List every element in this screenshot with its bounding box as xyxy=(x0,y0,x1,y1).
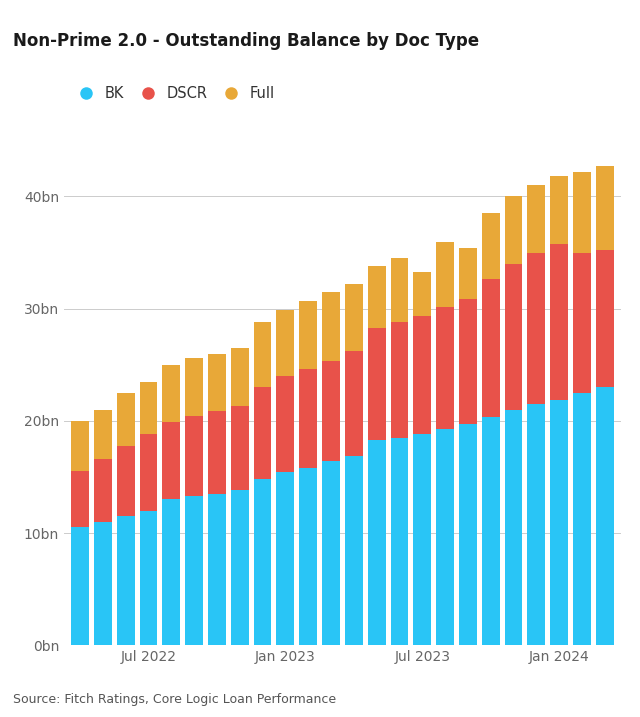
Bar xyxy=(596,387,614,645)
Bar xyxy=(208,494,226,645)
Bar xyxy=(550,399,568,645)
Bar xyxy=(71,471,89,528)
Bar xyxy=(71,421,89,471)
Bar xyxy=(276,376,294,473)
Text: Non-Prime 2.0 - Outstanding Balance by Doc Type: Non-Prime 2.0 - Outstanding Balance by D… xyxy=(13,32,479,50)
Bar xyxy=(253,322,271,387)
Bar xyxy=(231,490,248,645)
Text: Source: Fitch Ratings, Core Logic Loan Performance: Source: Fitch Ratings, Core Logic Loan P… xyxy=(13,693,336,706)
Bar xyxy=(527,404,545,645)
Bar xyxy=(482,417,500,645)
Bar xyxy=(505,264,522,409)
Bar xyxy=(94,522,112,645)
Bar xyxy=(573,171,591,252)
Bar xyxy=(185,496,203,645)
Bar xyxy=(436,429,454,645)
Bar xyxy=(345,284,363,351)
Bar xyxy=(253,479,271,645)
Bar xyxy=(140,435,157,511)
Bar xyxy=(163,365,180,422)
Bar xyxy=(345,455,363,645)
Bar xyxy=(94,409,112,459)
Bar xyxy=(459,298,477,424)
Bar xyxy=(482,213,500,280)
Bar xyxy=(231,407,248,490)
Bar xyxy=(596,250,614,387)
Bar xyxy=(436,242,454,308)
Bar xyxy=(185,358,203,417)
Bar xyxy=(573,252,591,393)
Bar xyxy=(231,348,248,407)
Bar xyxy=(276,473,294,645)
Bar xyxy=(116,516,134,645)
Bar xyxy=(505,409,522,645)
Bar xyxy=(550,244,568,399)
Bar xyxy=(368,328,385,440)
Bar xyxy=(527,185,545,252)
Bar xyxy=(253,387,271,479)
Bar xyxy=(459,248,477,298)
Bar xyxy=(116,393,134,445)
Bar xyxy=(300,369,317,468)
Bar xyxy=(505,196,522,264)
Bar xyxy=(208,411,226,494)
Bar xyxy=(140,511,157,645)
Bar xyxy=(368,266,385,328)
Bar xyxy=(390,322,408,437)
Bar xyxy=(300,468,317,645)
Bar xyxy=(185,417,203,496)
Bar xyxy=(276,310,294,376)
Bar xyxy=(140,381,157,435)
Bar xyxy=(71,528,89,645)
Bar xyxy=(345,351,363,455)
Bar xyxy=(596,166,614,250)
Bar xyxy=(322,361,340,461)
Bar xyxy=(322,292,340,361)
Bar xyxy=(573,393,591,645)
Bar xyxy=(550,176,568,244)
Bar xyxy=(390,437,408,645)
Bar xyxy=(322,461,340,645)
Bar xyxy=(94,459,112,522)
Bar xyxy=(459,424,477,645)
Bar xyxy=(436,308,454,429)
Bar xyxy=(527,252,545,404)
Bar xyxy=(163,422,180,500)
Bar xyxy=(208,353,226,411)
Bar xyxy=(163,500,180,645)
Bar xyxy=(413,272,431,316)
Bar xyxy=(116,445,134,516)
Bar xyxy=(300,300,317,369)
Bar xyxy=(413,435,431,645)
Bar xyxy=(413,316,431,435)
Legend: BK, DSCR, Full: BK, DSCR, Full xyxy=(71,86,275,101)
Bar xyxy=(482,280,500,417)
Bar xyxy=(390,258,408,322)
Bar xyxy=(368,440,385,645)
